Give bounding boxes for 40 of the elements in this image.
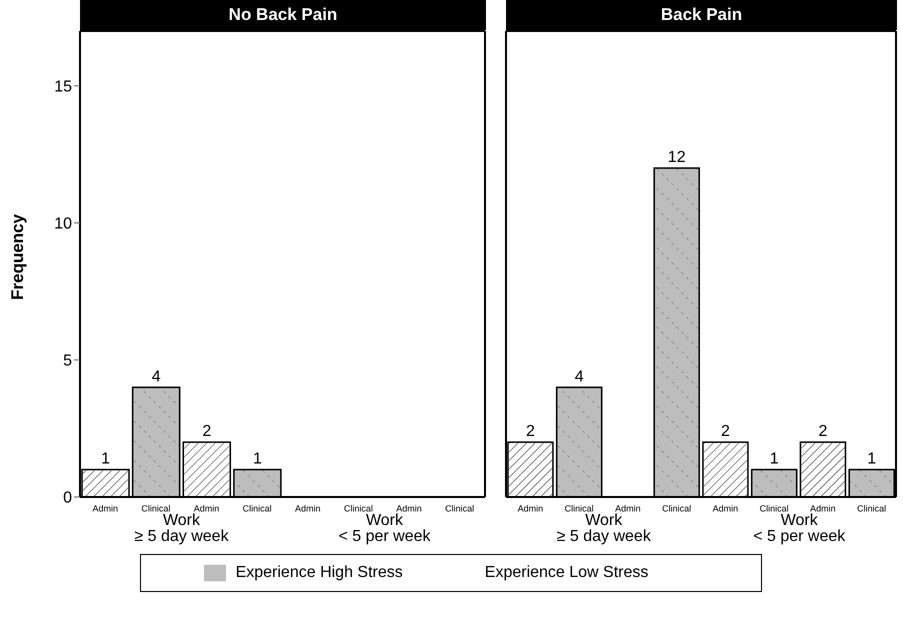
y-tick-label: 15 xyxy=(54,78,72,96)
data-label: 4 xyxy=(152,368,161,386)
data-label: 2 xyxy=(526,423,535,440)
data-label: 4 xyxy=(574,368,584,386)
data-label: 1 xyxy=(867,450,876,468)
text: Work < 5 per week xyxy=(752,512,846,545)
data-label: 1 xyxy=(252,450,262,468)
x-tick-label: Clinical xyxy=(141,503,170,514)
data-label: 2 xyxy=(818,423,828,440)
x-tick-label: Clinical xyxy=(445,503,474,514)
x-tick-label: Clinical xyxy=(242,503,272,514)
data-label: 2 xyxy=(720,423,730,440)
x-tick-label: Admin xyxy=(194,503,220,514)
legend-label: Experience High Stress xyxy=(236,564,403,582)
x-tick-label: Admin xyxy=(518,503,544,514)
data-label: 2 xyxy=(202,423,212,440)
y-tick-label: 0 xyxy=(63,490,72,507)
x-tick-label: Clinical xyxy=(760,503,789,514)
y-tick-label: 5 xyxy=(63,352,72,370)
x-tick-label: Admin xyxy=(92,503,118,514)
chart-title: Back Pain xyxy=(506,0,897,30)
x-tick-label: Clinical xyxy=(344,503,373,514)
y-axis-title: Frequency xyxy=(8,214,28,300)
text: Experience Low Stress xyxy=(484,564,648,582)
data-label: 12 xyxy=(668,149,686,166)
x-tick-label: Clinical xyxy=(857,503,886,514)
text: Work < 5 per week xyxy=(337,512,432,545)
text: Work ≥ 5 day week xyxy=(556,512,652,545)
x-tick-label: Admin xyxy=(712,503,738,514)
x-tick-label: Clinical xyxy=(662,503,692,514)
x-tick-label: Admin xyxy=(615,503,641,514)
y-tick-label: 10 xyxy=(54,216,72,233)
data-label: 1 xyxy=(770,450,779,468)
chart-title: No Back Pain xyxy=(80,0,486,30)
text: Work ≥ 5 day week xyxy=(133,512,230,545)
x-tick-label: Admin xyxy=(295,503,321,514)
data-label: 1 xyxy=(101,450,110,468)
x-tick-label: Admin xyxy=(396,503,422,514)
x-tick-label: Admin xyxy=(810,503,836,514)
x-tick-label: Clinical xyxy=(564,503,594,514)
